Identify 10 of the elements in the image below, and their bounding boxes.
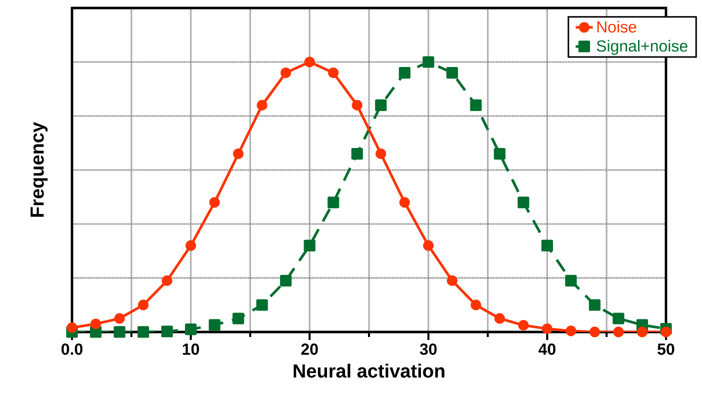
x-tick-label: 10 <box>182 344 200 355</box>
x-tick-label: 20 <box>301 344 318 355</box>
x-axis-title: Neural activation <box>294 364 444 378</box>
legend-label: Signal+noise <box>596 40 688 55</box>
y-axis-title: Frequency <box>30 122 48 217</box>
x-tick-label: 0.0 <box>62 344 82 355</box>
x-tick-label: 40 <box>538 344 556 355</box>
legend-label: Noise <box>597 20 636 33</box>
x-tick-label: 30 <box>420 344 437 355</box>
x-tick-label: 50 <box>658 344 674 355</box>
